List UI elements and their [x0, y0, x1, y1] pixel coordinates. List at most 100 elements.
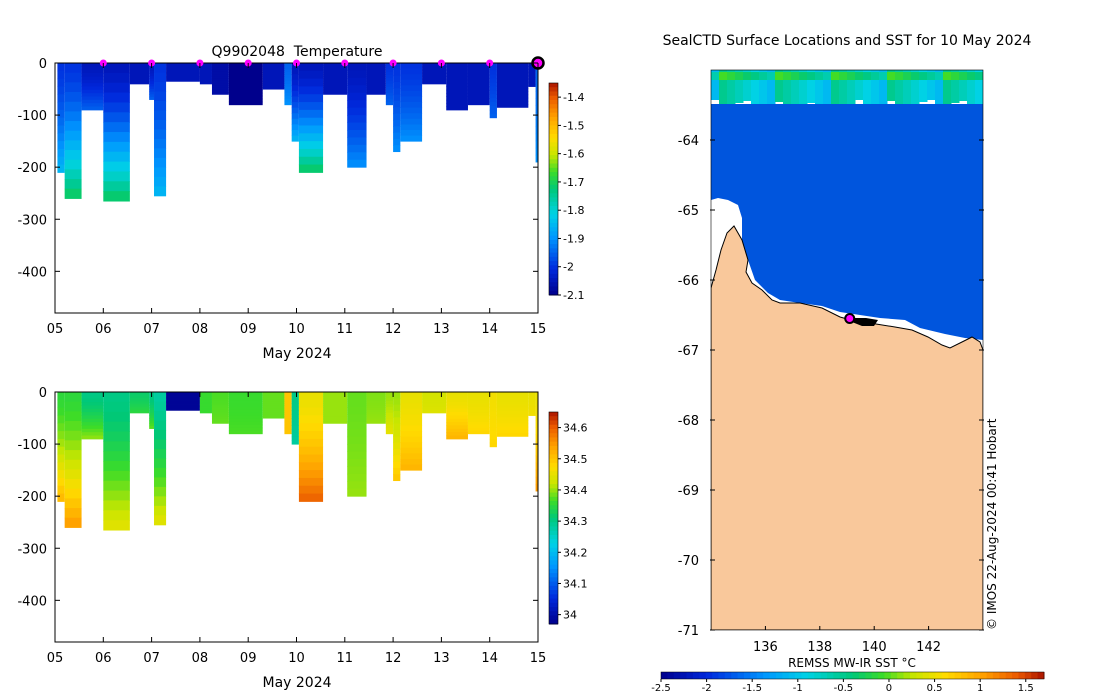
s-profile-cell: [385, 403, 394, 408]
sst-cell-warm: [751, 72, 760, 80]
map-xtick-label: 140: [862, 640, 887, 655]
sst-colorbar-segment: [839, 672, 847, 679]
s-profile-cell: [64, 392, 82, 403]
s-profile-cell: [154, 477, 167, 488]
t-profile-cell: [262, 66, 285, 70]
sst-colorbar-segment: [833, 672, 841, 679]
s-profile-cell: [422, 402, 447, 405]
s-profile-cell: [284, 412, 292, 417]
s-profile-cell: [400, 392, 423, 399]
sst-cell-warm: [791, 72, 800, 80]
sst-colorbar-label: -1.5: [742, 683, 762, 694]
t-profile-cell: [385, 77, 394, 82]
sst-cell-warm: [943, 72, 952, 80]
s-colorbar-segment: [549, 454, 558, 460]
s-profile-cell: [57, 477, 65, 487]
sst-colorbar-segment: [724, 672, 732, 679]
t-profile-cell: [400, 90, 423, 97]
t-profile-cell: [385, 101, 394, 106]
s-profile-cell: [64, 430, 82, 441]
s-profile-cell: [166, 407, 200, 410]
s-profile-cell: [347, 399, 367, 408]
sst-cell-warm: [903, 72, 912, 80]
sst-cell: [903, 70, 912, 106]
s-profile-cell: [298, 423, 324, 432]
t-profile-cell: [103, 102, 130, 113]
t-profile-cell: [366, 76, 386, 80]
s-profile-cell: [149, 402, 155, 406]
sst-colorbar-segment: [661, 672, 668, 679]
t-profile-cell: [385, 83, 394, 88]
s-profile-cell: [400, 414, 423, 421]
t-profile-cell: [422, 64, 447, 67]
s-profile-cell: [129, 399, 150, 402]
map-xtick-label: 142: [916, 640, 941, 655]
temperature-xlabel: May 2024: [262, 346, 331, 362]
s-profile-cell: [535, 427, 538, 435]
t-profile-cell: [422, 65, 447, 68]
s-profile-cell: [81, 422, 104, 426]
t-profile-cell: [149, 94, 155, 98]
map-ytick-label: -66: [678, 274, 699, 289]
sst-cell: [967, 70, 976, 108]
t-profile-cell: [323, 89, 348, 93]
sst-colorbar-segment: [788, 672, 796, 679]
t-profile-cell: [228, 68, 263, 73]
s-profile-cell: [154, 496, 167, 507]
sst-colorbar-segment: [718, 672, 726, 679]
t-profile-cell: [489, 78, 497, 84]
t-xtick-label: 13: [433, 322, 450, 337]
t-profile-cell: [129, 79, 150, 82]
t-colorbar-segment: [549, 278, 558, 283]
s-profile-cell: [149, 418, 155, 422]
t-profile-cell: [323, 92, 348, 95]
s-profile-cell: [422, 409, 447, 412]
s-profile-cell: [154, 505, 167, 516]
s-profile-cell: [211, 409, 229, 413]
t-profile-cell: [262, 63, 285, 66]
t-profile-cell: [166, 73, 200, 76]
s-profile-cell: [262, 397, 285, 400]
t-profile-cell: [291, 124, 299, 131]
sst-cell-warm: [911, 72, 920, 80]
s-profile-cell: [211, 403, 229, 406]
map-xtick-label: 138: [807, 640, 832, 655]
t-colorbar-segment: [549, 125, 558, 131]
t-profile-cell: [154, 63, 167, 73]
t-profile-cell: [393, 94, 401, 102]
s-profile-cell: [166, 405, 200, 407]
t-profile-cell: [422, 68, 447, 71]
salinity-panel: 0 -100 -200 -300 -400 05 06 07 08 09 10 11 12 13 14 15…: [17, 386, 587, 691]
s-profile-cell: [228, 424, 263, 429]
t-ytick-label: -400: [17, 265, 47, 280]
sst-colorbar-segment: [1012, 672, 1019, 679]
s-profile-cell: [228, 406, 263, 411]
t-profile-cell: [496, 85, 529, 89]
t-profile-cell: [496, 72, 529, 77]
t-profile-cell: [166, 77, 200, 80]
s-profile-cell: [446, 418, 468, 423]
t-profile-cell: [323, 71, 348, 75]
s-profile-cell: [366, 416, 386, 420]
s-profile-cell: [211, 392, 229, 395]
s-profile-cell: [262, 393, 285, 397]
s-profile-cell: [393, 398, 401, 406]
t-profile-cell: [323, 67, 348, 71]
t-profile-cell: [400, 85, 423, 92]
t-profile-cell: [262, 76, 285, 79]
s-profile-cell: [199, 400, 212, 403]
map-ytick-label: -67: [678, 344, 699, 359]
s-profile-cell: [467, 394, 490, 399]
t-profile-cell: [81, 99, 104, 104]
sst-colorbar-segment: [699, 672, 707, 679]
t-profile-cell: [228, 77, 263, 82]
t-profile-cell: [57, 133, 65, 142]
t-profile-cell: [262, 87, 285, 90]
t-colorbar-segment: [549, 239, 558, 245]
sst-cell: [775, 70, 784, 102]
s-profile-cell: [129, 402, 150, 405]
t-profile-cell: [81, 89, 104, 94]
t-colorbar-segment: [549, 176, 558, 182]
s-colorbar-segment: [549, 462, 558, 468]
sst-cell-warm: [711, 72, 720, 80]
